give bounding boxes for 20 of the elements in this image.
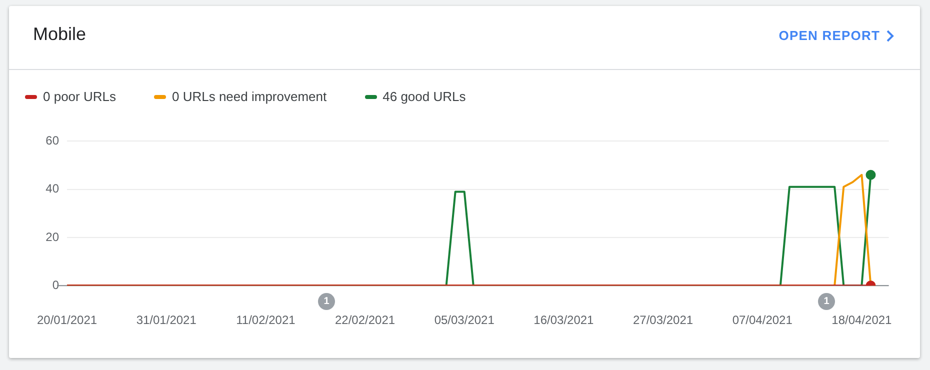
x-tick-label: 20/01/2021 <box>37 313 98 328</box>
x-tick-label: 31/01/2021 <box>136 313 197 328</box>
legend-label: 0 poor URLs <box>43 89 116 104</box>
legend-label: 0 URLs need improvement <box>172 89 327 104</box>
x-tick-label: 22/02/2021 <box>335 313 396 328</box>
text: 1 <box>318 293 335 310</box>
chart-title: Mobile <box>33 24 86 45</box>
x-tick-label: 05/03/2021 <box>434 313 495 328</box>
text: OPEN REPORT <box>778 28 880 43</box>
x-tick-label: 07/04/2021 <box>732 313 793 328</box>
legend-label: 46 good URLs <box>382 89 466 104</box>
x-tick-label: 27/03/2021 <box>633 313 694 328</box>
text: 1 <box>818 293 835 310</box>
x-tick-label: 11/02/2021 <box>236 313 296 328</box>
x-tick-label: 16/03/2021 <box>534 313 594 328</box>
y-tick-label: 0 <box>52 278 60 292</box>
y-tick-label: 60 <box>46 134 60 148</box>
x-tick-label: 18/04/2021 <box>832 313 892 328</box>
y-tick-label: 20 <box>46 230 60 244</box>
y-tick-label: 40 <box>46 182 60 196</box>
